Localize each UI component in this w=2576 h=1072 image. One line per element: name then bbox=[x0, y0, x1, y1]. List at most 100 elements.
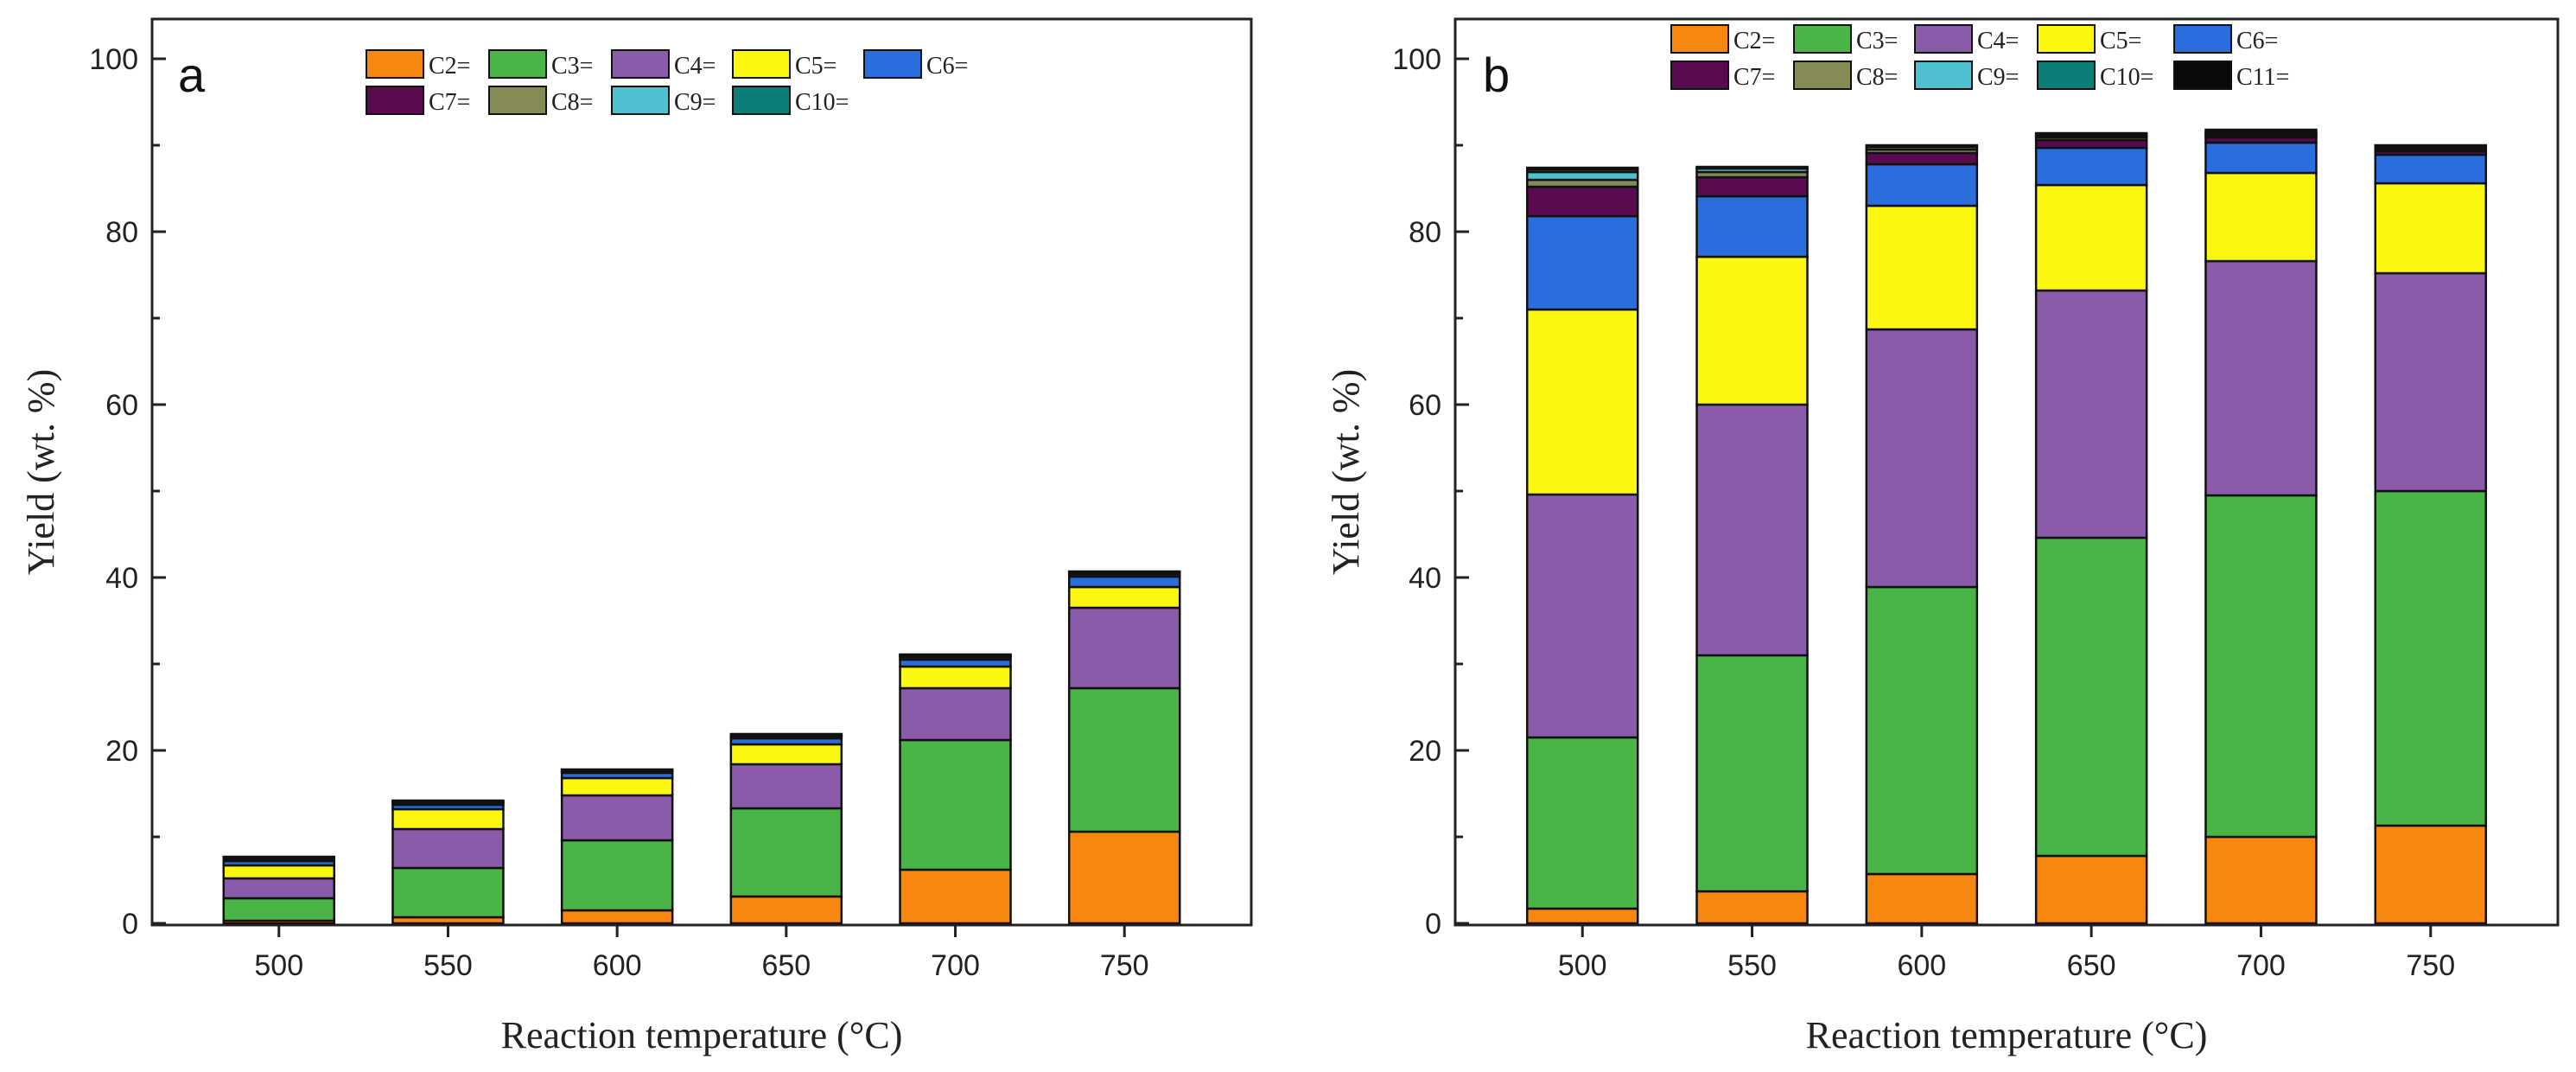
bar-segment bbox=[1865, 144, 1979, 148]
bar-segment bbox=[2204, 259, 2318, 497]
legend-a: C2= C3= C4= C5= C6= C7= C8= C9= C10= bbox=[366, 49, 968, 116]
bar-segment bbox=[560, 776, 674, 797]
bar-segment bbox=[1695, 403, 1809, 657]
x-tick-label: 700 bbox=[2236, 949, 2286, 982]
legend-label: C9= bbox=[674, 89, 716, 116]
legend-label: C3= bbox=[1856, 28, 1898, 54]
x-tick-label: 500 bbox=[254, 949, 303, 982]
bar-segment bbox=[2034, 289, 2148, 539]
bar-segment bbox=[1525, 736, 1639, 910]
x-tick-label: 550 bbox=[423, 949, 473, 982]
legend-swatch bbox=[1670, 61, 1729, 90]
bar-segment bbox=[1695, 890, 1809, 925]
legend-swatch bbox=[1793, 24, 1852, 54]
bar-segment bbox=[1865, 328, 1979, 589]
bar-segment bbox=[1067, 570, 1181, 574]
legend-swatch bbox=[488, 49, 547, 79]
bar-segment bbox=[1525, 185, 1639, 218]
plot-area-a bbox=[150, 17, 1253, 927]
x-tick-label: 650 bbox=[761, 949, 811, 982]
legend-label: C6= bbox=[926, 53, 968, 80]
y-tick-label: 80 bbox=[105, 216, 138, 249]
legend-label: C11= bbox=[2236, 64, 2289, 91]
bar-segment bbox=[2034, 536, 2148, 858]
bar-segment bbox=[1525, 166, 1639, 171]
legend-swatch bbox=[1793, 61, 1852, 90]
bar-segment bbox=[1695, 175, 1809, 198]
legend-label: C9= bbox=[1977, 64, 2019, 91]
bar-segment bbox=[2204, 171, 2318, 263]
legend-label: C8= bbox=[551, 89, 593, 116]
bar-segment bbox=[1865, 872, 1979, 925]
bar-segment bbox=[2374, 271, 2488, 493]
bar-segment bbox=[391, 807, 505, 831]
legend-swatch bbox=[366, 86, 424, 115]
x-axis-a: 500 550 600 650 700 750 bbox=[254, 925, 1149, 982]
legend-swatch bbox=[1914, 24, 1973, 54]
bar-segment bbox=[1525, 907, 1639, 925]
bar-segment bbox=[729, 763, 843, 810]
legend-label: C7= bbox=[429, 89, 470, 116]
bar-segment bbox=[2034, 854, 2148, 925]
y-axis-b: 0 20 40 60 80 100 bbox=[1392, 43, 1469, 941]
x-tick-label: 600 bbox=[593, 949, 642, 982]
bar-segment bbox=[222, 877, 336, 900]
legend-label: C2= bbox=[1733, 28, 1775, 54]
bar-segment bbox=[1695, 255, 1809, 406]
bar-segment bbox=[1525, 493, 1639, 739]
bar-segment bbox=[899, 686, 1012, 742]
x-tick-label: 650 bbox=[2067, 949, 2116, 982]
bar-segment bbox=[222, 897, 336, 922]
bar-segment bbox=[729, 895, 843, 925]
plot-area-b bbox=[1453, 17, 2560, 927]
legend-swatch bbox=[611, 49, 670, 79]
legend-swatch bbox=[863, 49, 922, 79]
legend-label: C6= bbox=[2236, 28, 2278, 54]
bar-segment bbox=[2034, 146, 2148, 187]
bar-segment bbox=[2034, 131, 2148, 137]
legend-swatch bbox=[2173, 61, 2232, 90]
y-tick-label: 20 bbox=[105, 735, 138, 768]
bar-segment bbox=[1067, 585, 1181, 609]
y-tick-label: 80 bbox=[1409, 216, 1441, 249]
bar-segment bbox=[560, 839, 674, 912]
legend-label: C2= bbox=[429, 53, 470, 80]
x-tick-label: 750 bbox=[2406, 949, 2455, 982]
bar-segment bbox=[1695, 195, 1809, 258]
legend-swatch bbox=[732, 49, 791, 79]
x-tick-label: 600 bbox=[1897, 949, 1946, 982]
bar-segment bbox=[2204, 128, 2318, 135]
panel-label-a: a bbox=[178, 48, 206, 102]
x-axis-title-a: Reaction temperature (°C) bbox=[501, 1014, 903, 1056]
y-tick-label: 60 bbox=[105, 389, 138, 422]
bar-segment bbox=[899, 665, 1012, 690]
bar-segment bbox=[729, 732, 843, 737]
bar-segment bbox=[1525, 170, 1639, 182]
legend-swatch bbox=[488, 86, 547, 115]
legend-label: C10= bbox=[795, 89, 849, 116]
legend-label: C4= bbox=[674, 53, 716, 80]
bar-segment bbox=[1067, 686, 1181, 833]
x-tick-label: 500 bbox=[1558, 949, 1607, 982]
y-tick-label: 40 bbox=[105, 562, 138, 595]
legend-label: C3= bbox=[551, 53, 593, 80]
legend-swatch bbox=[2037, 24, 2096, 54]
legend-label: C5= bbox=[2100, 28, 2141, 54]
bar-segment bbox=[1525, 308, 1639, 496]
bars-a bbox=[222, 570, 1181, 925]
bar-segment bbox=[2374, 182, 2488, 275]
bar-segment bbox=[2374, 824, 2488, 925]
bar-segment bbox=[2204, 141, 2318, 175]
panel-label-b: b bbox=[1483, 48, 1510, 102]
legend-label: C5= bbox=[795, 53, 836, 80]
bar-segment bbox=[2034, 138, 2148, 150]
bar-segment bbox=[1067, 830, 1181, 925]
legend-label: C8= bbox=[1856, 64, 1898, 91]
legend-label: C4= bbox=[1977, 28, 2019, 54]
y-tick-label: 20 bbox=[1409, 735, 1441, 768]
legend-swatch bbox=[1914, 61, 1973, 90]
legend-swatch bbox=[1670, 24, 1729, 54]
bar-segment bbox=[2374, 489, 2488, 827]
legend-swatch bbox=[2173, 24, 2232, 54]
